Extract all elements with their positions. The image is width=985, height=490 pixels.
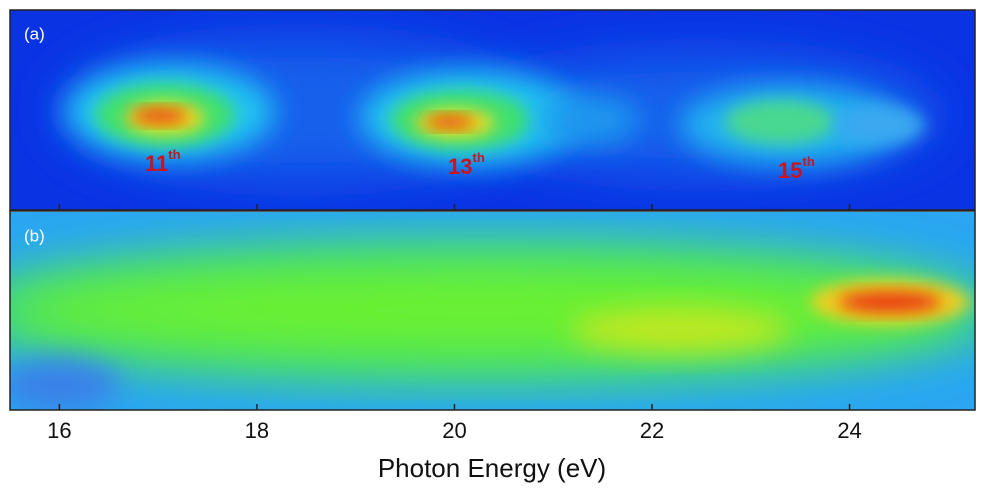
panel-label: (b) — [24, 226, 45, 245]
panel-a-image — [10, 10, 975, 210]
harmonic-label: 15th — [778, 154, 815, 182]
harmonic-label: 11th — [145, 147, 181, 175]
harmonic-order: 15 — [778, 158, 802, 183]
x-tick-label: 18 — [245, 418, 269, 443]
panel-b-frame — [9, 210, 976, 411]
harmonic-order: 13 — [448, 154, 472, 179]
panel-label: (a) — [24, 24, 45, 43]
harmonic-suffix: th — [802, 154, 814, 169]
x-tick-label: 20 — [442, 418, 466, 443]
x-tick-label: 22 — [640, 418, 664, 443]
harmonic-suffix: th — [472, 150, 484, 165]
harmonic-order: 11 — [145, 151, 168, 176]
panel-a-frame — [9, 9, 976, 211]
x-axis-label: Photon Energy (eV) — [378, 453, 606, 483]
harmonic-label: 13th — [448, 150, 485, 178]
panel-b-image — [10, 212, 975, 410]
x-tick-label: 24 — [837, 418, 861, 443]
harmonic-suffix: th — [168, 147, 180, 162]
x-tick-label: 16 — [47, 418, 71, 443]
